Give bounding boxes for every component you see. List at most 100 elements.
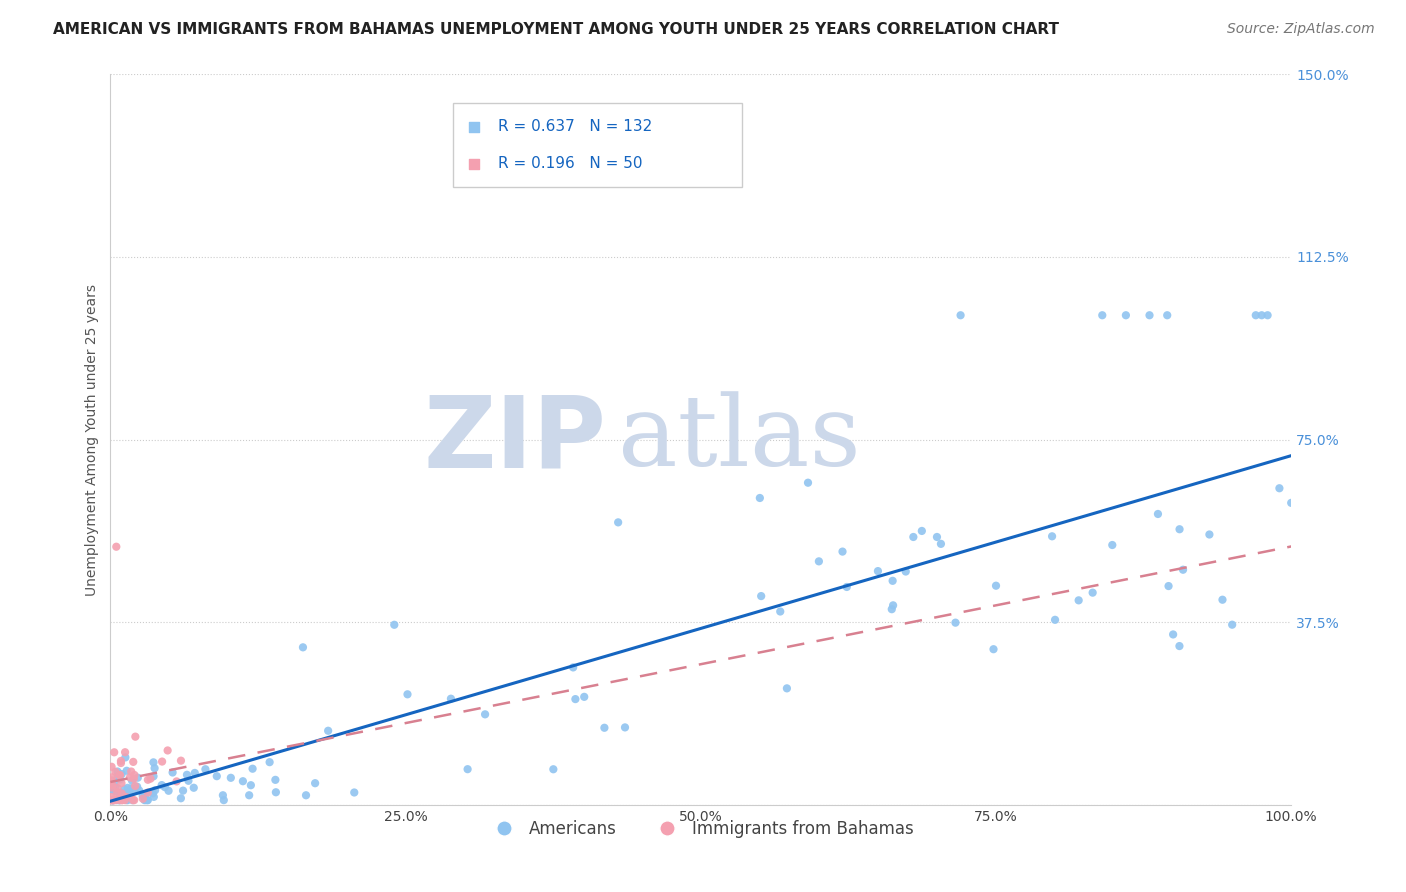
Point <box>194 762 217 776</box>
Point <box>108 768 131 782</box>
Point <box>749 589 772 603</box>
Point <box>107 793 129 807</box>
Point <box>1211 592 1233 607</box>
Point <box>118 786 141 800</box>
Point <box>108 768 131 782</box>
Point <box>170 754 193 768</box>
Text: atlas: atlas <box>619 392 860 487</box>
Point <box>103 793 125 807</box>
Point <box>748 491 770 505</box>
Point <box>184 766 207 780</box>
FancyBboxPatch shape <box>453 103 742 187</box>
Point <box>866 564 889 578</box>
Point <box>101 793 124 807</box>
Point <box>1268 481 1291 495</box>
Point <box>108 788 131 802</box>
Point <box>101 778 124 792</box>
Point <box>212 793 235 807</box>
Point <box>1115 308 1137 322</box>
Point <box>983 642 1005 657</box>
Point <box>107 792 129 806</box>
Point <box>143 783 166 797</box>
Point <box>1043 613 1066 627</box>
Point <box>115 787 138 801</box>
Point <box>1250 308 1272 322</box>
Point <box>108 793 131 807</box>
Point <box>984 579 1007 593</box>
Point <box>1040 529 1063 543</box>
Point <box>142 789 165 804</box>
Point <box>1168 639 1191 653</box>
Point <box>127 771 149 785</box>
Point <box>807 554 830 568</box>
Point <box>110 786 132 800</box>
Point <box>894 565 917 579</box>
Point <box>219 771 242 785</box>
Point <box>769 605 792 619</box>
Point <box>153 780 176 794</box>
Point <box>131 789 153 803</box>
Point <box>232 774 254 789</box>
Point <box>162 765 184 780</box>
Point <box>103 745 125 759</box>
Text: ZIP: ZIP <box>423 391 606 488</box>
Text: Source: ZipAtlas.com: Source: ZipAtlas.com <box>1227 22 1375 37</box>
Point <box>474 707 496 722</box>
Point <box>929 537 952 551</box>
Point <box>343 785 366 799</box>
Point <box>114 745 136 759</box>
Point <box>122 784 145 798</box>
Point <box>103 783 125 797</box>
Point <box>264 785 287 799</box>
Point <box>882 574 904 588</box>
Point <box>166 774 188 789</box>
Point <box>797 475 820 490</box>
Point <box>107 780 129 795</box>
Point <box>114 793 136 807</box>
Point <box>157 784 180 798</box>
Y-axis label: Unemployment Among Youth under 25 years: Unemployment Among Youth under 25 years <box>86 284 100 596</box>
Point <box>100 793 122 807</box>
Point <box>143 761 166 775</box>
Point <box>136 785 159 799</box>
Point <box>124 768 146 782</box>
Point <box>239 778 262 792</box>
Point <box>100 760 122 774</box>
Point <box>100 793 122 807</box>
Point <box>105 540 128 554</box>
Point <box>1168 522 1191 536</box>
Point <box>142 769 165 783</box>
Text: R = 0.196   N = 50: R = 0.196 N = 50 <box>498 156 643 171</box>
Point <box>1257 308 1279 322</box>
Point <box>1147 507 1170 521</box>
Point <box>835 580 858 594</box>
Point <box>831 544 853 558</box>
Point <box>574 690 596 704</box>
Point <box>1157 579 1180 593</box>
Point <box>104 793 127 807</box>
Point <box>264 772 287 787</box>
Point <box>316 723 339 738</box>
Point <box>120 764 142 779</box>
Point <box>117 793 139 807</box>
Point <box>110 788 132 802</box>
Point <box>911 524 934 538</box>
Point <box>564 692 586 706</box>
Point <box>105 793 128 807</box>
Point <box>101 770 124 784</box>
Point <box>111 793 134 807</box>
Point <box>122 755 145 769</box>
Point <box>122 772 145 786</box>
Point <box>1220 617 1243 632</box>
Point <box>115 764 138 778</box>
Point <box>104 784 127 798</box>
Point <box>128 783 150 797</box>
Point <box>183 780 205 795</box>
Point <box>114 750 136 764</box>
Point <box>1244 308 1267 322</box>
Point <box>100 789 122 804</box>
Point <box>107 771 129 785</box>
Point <box>1067 593 1090 607</box>
Point <box>103 793 125 807</box>
Point <box>304 776 326 790</box>
